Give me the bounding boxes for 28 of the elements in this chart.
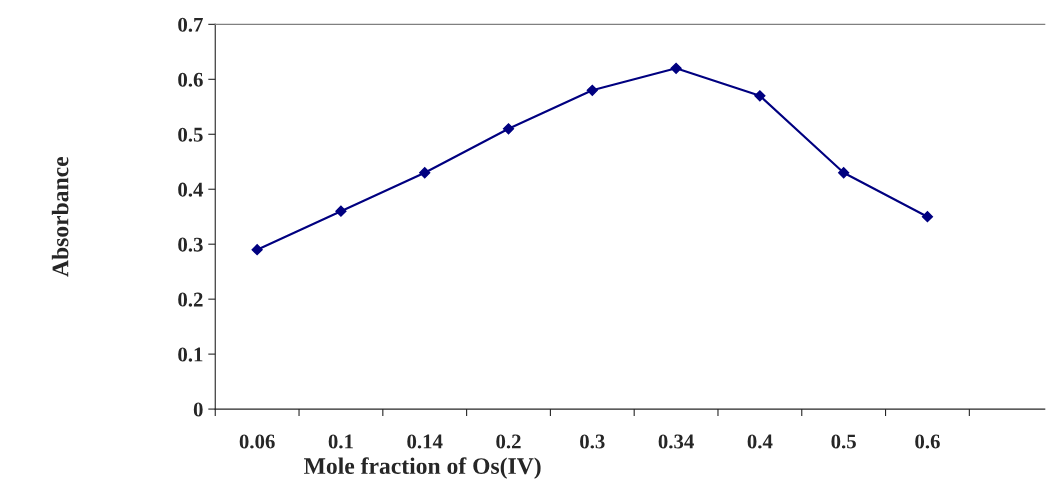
y-tick-label: 0.6 [178, 72, 203, 87]
y-tick-label: 0.2 [178, 292, 203, 307]
x-tick-label: 0.14 [407, 434, 443, 449]
point [502, 123, 515, 135]
y-tick-label: 0.4 [178, 182, 204, 197]
y-axis-title: Absorbance [51, 156, 69, 277]
y-tick-label: 0.3 [178, 237, 203, 252]
y-tick-label: 0.1 [178, 347, 203, 362]
point [419, 167, 431, 179]
point [670, 62, 682, 74]
x-axis-title: Mole fraction of Os(IV) [304, 457, 541, 479]
y-tick-label: 0.7 [178, 17, 203, 32]
point [335, 205, 347, 217]
x-tick-label: 0.2 [496, 434, 521, 449]
point [921, 211, 934, 223]
x-tick-label: 0.3 [580, 434, 605, 449]
point [586, 84, 598, 96]
x-tick-label: 0.6 [915, 434, 940, 449]
y-tick-label: 0 [193, 402, 203, 417]
x-tick-label: 0.06 [239, 434, 275, 449]
point [838, 167, 850, 179]
x-tick-label: 0.5 [831, 434, 856, 449]
point [251, 244, 263, 256]
x-tick-label: 0.34 [658, 434, 694, 449]
x-tick-label: 0.4 [747, 434, 773, 449]
y-tick-label: 0.5 [178, 127, 203, 142]
x-tick-label: 0.1 [328, 434, 353, 449]
point [754, 90, 766, 102]
